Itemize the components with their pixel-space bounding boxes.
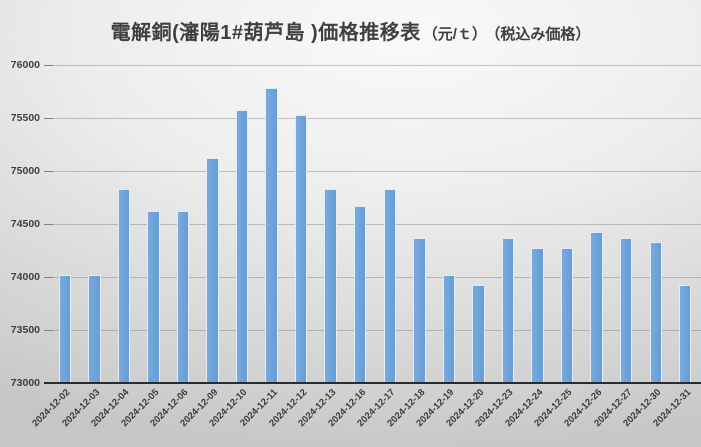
bar-slot [611,65,641,383]
gridline [44,276,701,278]
bar-2024-12-17 [383,189,396,383]
bar-slot [139,65,169,383]
bar-slot [493,65,523,383]
bar-2024-12-09 [206,158,219,383]
gridline [44,329,701,331]
bar-slot [80,65,110,383]
y-axis-tick [44,170,53,172]
bar-2024-12-04 [117,189,131,383]
bar-slot [345,65,375,383]
chart-title-unit: （元/ｔ） [422,26,487,43]
y-axis-label: 74500 [10,218,40,230]
bar-slot [405,65,435,383]
bar-slot [198,65,228,383]
x-axis-line [44,381,701,384]
bar-2024-12-30 [649,242,662,383]
bar-2024-12-02 [58,274,71,383]
bar-2024-12-31 [679,285,692,383]
y-axis-label: 75500 [10,112,40,124]
x-axis-labels: 2024-12-02 2024-12-03 2024-12-04 2024-12-05… [30,384,700,446]
gridline [44,170,701,172]
bar-2024-12-13 [324,189,337,383]
bar-2024-12-23 [501,237,515,383]
bar-2024-12-24 [531,248,544,383]
bar-slot [227,65,257,383]
bar-2024-12-12 [294,114,308,383]
bar-2024-12-27 [619,237,633,383]
y-axis-tick [44,64,53,66]
bar-2024-12-19 [442,274,456,383]
bar-2024-12-16 [354,205,367,383]
bar-slot [257,65,287,383]
bar-slot [316,65,346,383]
y-axis-label: 74000 [10,271,40,283]
bar-slot [523,65,553,383]
gridline [44,64,701,66]
y-axis-tick [44,276,53,278]
bar-2024-12-18 [413,237,426,383]
y-axis-label: 73000 [10,377,40,389]
bar-2024-12-10 [235,109,249,383]
y-axis-label: 75000 [10,165,40,177]
bar-series [50,65,700,383]
y-axis-tick [44,117,53,119]
bar-slot [109,65,139,383]
bar-slot [286,65,316,383]
y-axis-label: 73500 [10,324,40,336]
bar-2024-12-25 [560,248,574,383]
y-axis-label: 76000 [10,59,40,71]
bar-slot [552,65,582,383]
bar-2024-12-20 [472,285,485,383]
bar-slot [168,65,198,383]
y-axis-tick [44,223,53,225]
gridline [44,117,701,119]
gridline [44,223,701,225]
x-label-slot: 2024-12-31 [651,384,700,446]
bar-2024-12-06 [176,211,190,383]
bar-slot [50,65,80,383]
bar-slot [464,65,494,383]
chart-title-main: 電解銅(瀋陽1#葫芦島 )価格推移表 [110,22,421,44]
bar-2024-12-26 [590,232,603,383]
chart-title: 電解銅(瀋陽1#葫芦島 )価格推移表 （元/ｔ） （税込み価格） [0,16,701,45]
bar-slot [670,65,700,383]
bar-slot [582,65,612,383]
bar-slot [375,65,405,383]
bar-2024-12-03 [88,274,101,383]
y-axis-tick [44,329,53,331]
bar-2024-12-11 [265,88,278,383]
bar-slot [434,65,464,383]
bar-2024-12-05 [147,211,160,383]
bar-slot [641,65,671,383]
chart-title-note: （税込み価格） [492,26,591,43]
